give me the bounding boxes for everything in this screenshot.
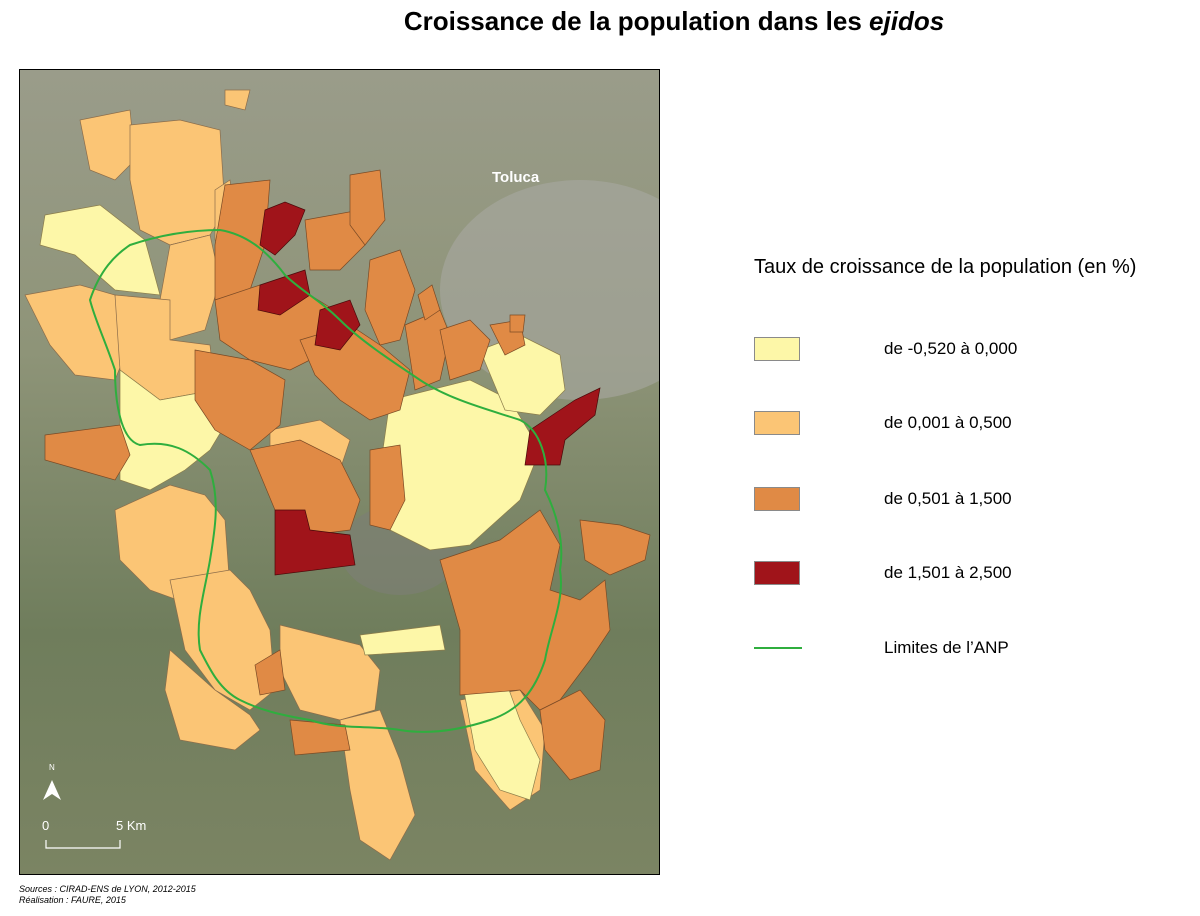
parcel[interactable] <box>274 509 356 576</box>
parcel[interactable] <box>79 109 136 181</box>
legend-swatch <box>754 337 800 361</box>
sources-line: Sources : CIRAD-ENS de LYON, 2012-2015 <box>19 884 196 894</box>
parcel[interactable] <box>439 509 611 711</box>
title-italic: ejidos <box>869 6 945 36</box>
parcel[interactable] <box>194 349 286 451</box>
parcel[interactable] <box>129 119 226 246</box>
parcel[interactable] <box>44 424 131 481</box>
north-arrow: N <box>43 763 61 800</box>
legend-swatch <box>754 411 800 435</box>
scale-start-label: 0 <box>42 818 49 833</box>
legend-label: de 0,501 à 1,500 <box>884 489 1012 508</box>
parcel[interactable] <box>417 284 441 321</box>
parcel[interactable] <box>224 89 251 111</box>
legend-line-swatch <box>754 647 802 649</box>
legend-label: de -0,520 à 0,000 <box>884 339 1018 358</box>
parcel[interactable] <box>254 649 286 696</box>
city-label: Toluca <box>492 169 540 186</box>
parcel[interactable] <box>509 314 526 333</box>
parcel[interactable] <box>259 201 306 256</box>
scale-end-label: 5 Km <box>116 818 146 833</box>
parcel[interactable] <box>257 269 311 316</box>
parcel[interactable] <box>439 319 491 381</box>
legend-title: Taux de croissance de la population (en … <box>754 256 1137 278</box>
legend-swatch <box>754 487 800 511</box>
legend-label: de 1,501 à 2,500 <box>884 563 1012 582</box>
parcels-class3[interactable] <box>44 169 651 781</box>
parcel[interactable] <box>314 299 361 351</box>
parcel[interactable] <box>539 689 606 781</box>
map-title: Croissance de la population dans les eji… <box>300 6 1048 37</box>
parcel[interactable] <box>164 649 261 751</box>
parcel[interactable] <box>579 519 651 576</box>
credit-line: Réalisation : FAURE, 2015 <box>19 895 126 905</box>
parcel[interactable] <box>369 444 406 531</box>
scale-bar: 0 5 Km <box>42 818 146 849</box>
parcel[interactable] <box>364 249 416 346</box>
title-text: Croissance de la population dans les <box>403 6 870 36</box>
parcel[interactable] <box>349 169 386 246</box>
legend-label: de 0,001 à 0,500 <box>884 413 1012 432</box>
parcels-class4[interactable] <box>257 201 601 576</box>
map-frame[interactable]: Toluca N 0 5 Km <box>19 69 660 875</box>
parcel[interactable] <box>524 387 601 466</box>
legend-label: Limites de l’ANP <box>884 638 1009 657</box>
parcel[interactable] <box>339 709 416 861</box>
parcel[interactable] <box>39 204 161 296</box>
parcel[interactable] <box>299 324 411 421</box>
legend-swatch <box>754 561 800 585</box>
north-label: N <box>49 763 55 772</box>
parcel[interactable] <box>359 624 446 656</box>
anp-boundary-line <box>88 228 563 733</box>
sources-note: Sources : CIRAD-ENS de LYON, 2012-2015 R… <box>19 884 196 906</box>
map-canvas[interactable]: Toluca N 0 5 Km <box>20 70 659 874</box>
